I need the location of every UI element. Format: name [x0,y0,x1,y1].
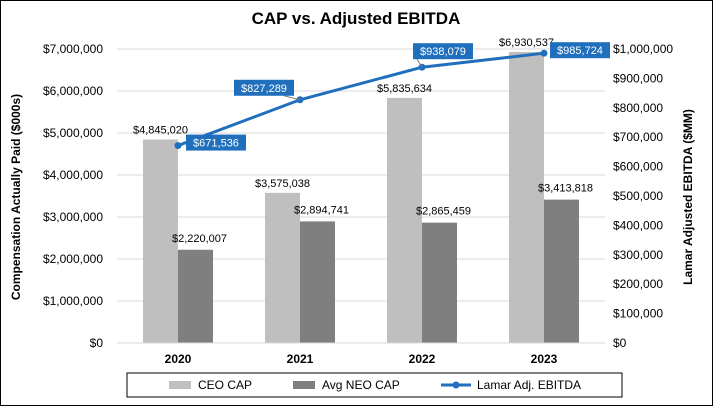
ebitda-label-box [186,134,246,151]
data-label-avg-neo-cap: $2,865,459 [416,206,471,218]
bar-avg-neo-cap [544,199,579,343]
y2-tick-label: $100,000 [613,307,663,321]
bar-avg-neo-cap [178,249,213,343]
ebitda-line-path [177,51,545,147]
bars [143,51,579,343]
data-label-ceo-cap: $6,930,537 [499,37,554,49]
data-label-ceo-cap: $4,845,020 [133,125,188,137]
x-tick-label: 2023 [531,352,558,366]
data-label-avg-neo-cap: $3,413,818 [538,183,593,195]
axes: $0 $1,000,000 $2,000,000 $3,000,000 $4,000,0… [43,42,673,366]
data-label-ceo-cap: $5,835,634 [377,83,432,95]
y-tick-label: $0 [90,336,104,350]
bar-avg-neo-cap [300,221,335,343]
legend: CEO CAP Avg NEO CAP Lamar Adj. EBITDA [126,372,623,398]
legend-swatch-avg-neo-cap [293,381,315,389]
data-label-avg-neo-cap: $2,894,741 [294,204,349,216]
data-label-ceo-cap: $3,575,038 [255,178,310,190]
y-tick-label: $7,000,000 [43,42,103,56]
y2-tick-label: $300,000 [613,248,663,262]
legend-swatch-ceo-cap [169,381,191,389]
ebitda-leader-line [283,95,301,101]
bar-ceo-cap [265,192,300,343]
y-tick-label: $2,000,000 [43,252,103,266]
ebitda-leader-line [416,58,423,68]
data-label-avg-neo-cap: $2,220,007 [172,233,227,245]
bar-avg-neo-cap [422,222,457,343]
ebitda-label-box [550,42,610,59]
data-label-ebitda: $671,536 [193,138,239,150]
y-tick-label: $1,000,000 [43,294,103,308]
x-tick-label: 2021 [287,352,314,366]
data-labels: $4,845,020 $2,220,007 $3,575,038 $2,894,741… [133,37,610,245]
y2-tick-label: $0 [613,336,627,350]
legend-frame [126,372,623,398]
ebitda-point [174,142,182,150]
y-tick-label: $6,000,000 [43,84,103,98]
y2-tick-label: $800,000 [613,101,663,115]
chart-title: CAP vs. Adjusted EBITDA [252,9,461,28]
x-tick-label: 2022 [409,352,436,366]
ebitda-point [540,49,548,57]
y2-tick-label: $700,000 [613,130,663,144]
y2-tick-label: $600,000 [613,160,663,174]
y-tick-label: $5,000,000 [43,126,103,140]
y2-tick-label: $900,000 [613,71,663,85]
y2-axis-title: Lamar Adjusted EBITDA ($MM) [681,109,695,285]
y2-tick-label: $500,000 [613,189,663,203]
y-tick-label: $4,000,000 [43,168,103,182]
legend-marker-ebitda [452,381,460,389]
y2-tick-label: $1,000,000 [613,42,673,56]
ebitda-line [174,49,548,150]
y-axis-title: Compensation Actually Paid ($000s) [9,94,23,300]
y2-tick-label: $200,000 [613,277,663,291]
data-label-ebitda: $827,289 [241,83,287,95]
bar-ceo-cap [143,139,178,343]
legend-label-ebitda: Lamar Adj. EBITDA [477,378,581,392]
legend-label-avg-neo-cap: Avg NEO CAP [322,378,400,392]
ebitda-label-box [234,79,294,96]
x-tick-label: 2020 [165,352,192,366]
data-label-ebitda: $985,724 [557,45,603,57]
data-label-ebitda: $938,079 [420,46,466,58]
legend-label-ceo-cap: CEO CAP [198,378,252,392]
bar-ceo-cap [509,51,544,343]
bar-ceo-cap [387,97,422,343]
y-tick-label: $3,000,000 [43,210,103,224]
y2-tick-label: $400,000 [613,218,663,232]
ebitda-label-box [413,43,473,60]
